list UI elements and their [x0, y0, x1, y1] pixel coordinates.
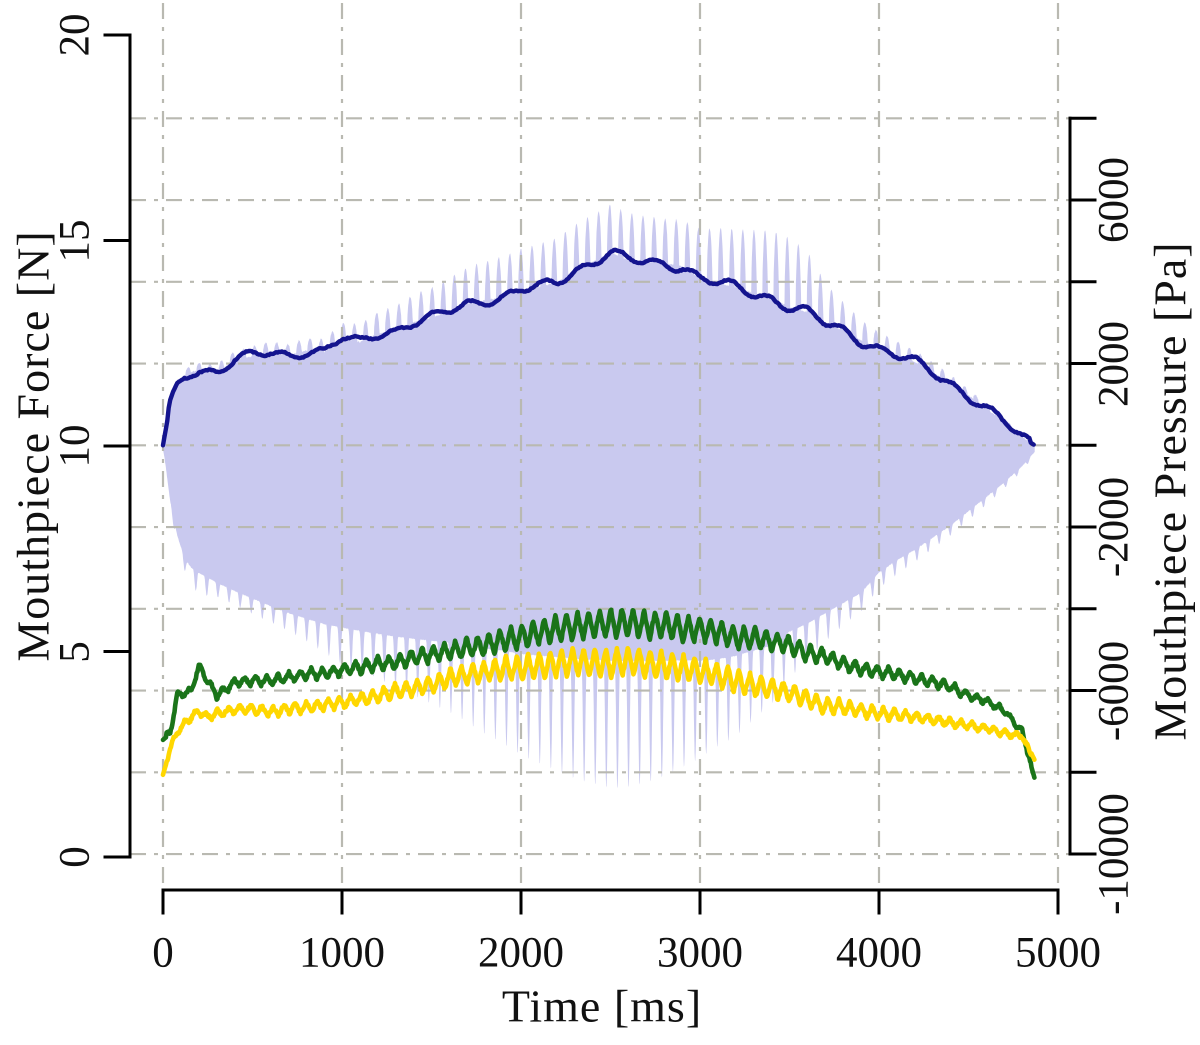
x-tick-label: 3000 [657, 929, 743, 977]
y-right-tick-label: -2000 [1090, 476, 1138, 578]
force-line-upper [160, 607, 1037, 780]
y-left-tick-label: 15 [51, 219, 99, 262]
grid-lines [130, 3, 1070, 888]
axes [103, 33, 1097, 915]
y-right-tick-label: 2000 [1090, 320, 1138, 407]
pressure-envelope-line [160, 247, 1036, 448]
right-axis-title: Mouthpiece Pressure [Pa] [1144, 241, 1196, 741]
y-left-tick-label: 0 [51, 846, 99, 868]
force-line-lower [160, 645, 1037, 778]
y-left-tick-label: 5 [51, 640, 99, 663]
x-tick-label: 4000 [836, 929, 922, 977]
pressure-waveform-area [163, 204, 1035, 789]
y-right-tick-label: 6000 [1090, 157, 1138, 244]
y-right-tick-label: -6000 [1090, 640, 1138, 741]
y-left-tick-label: 10 [51, 424, 99, 468]
x-tick-label: 0 [152, 929, 174, 977]
x-tick-label: 1000 [299, 929, 385, 977]
x-tick-label: 2000 [478, 929, 564, 977]
x-tick-label: 5000 [1015, 929, 1101, 977]
y-left-tick-label: 20 [51, 13, 99, 57]
bottom-axis-title: Time [ms] [501, 980, 703, 1032]
y-right-tick-label: -10000 [1090, 793, 1138, 915]
